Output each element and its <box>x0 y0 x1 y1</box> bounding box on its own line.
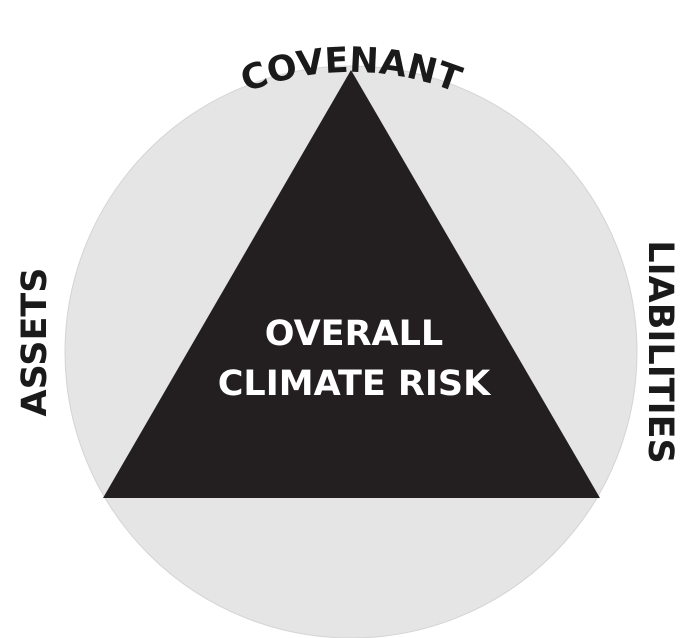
right-label: LIABILITIES <box>640 240 680 463</box>
left-label: ASSETS <box>15 268 55 417</box>
risk-triangle <box>103 70 600 498</box>
center-line: OVERALL <box>265 314 443 354</box>
center-line: CLIMATE RISK <box>218 364 492 404</box>
